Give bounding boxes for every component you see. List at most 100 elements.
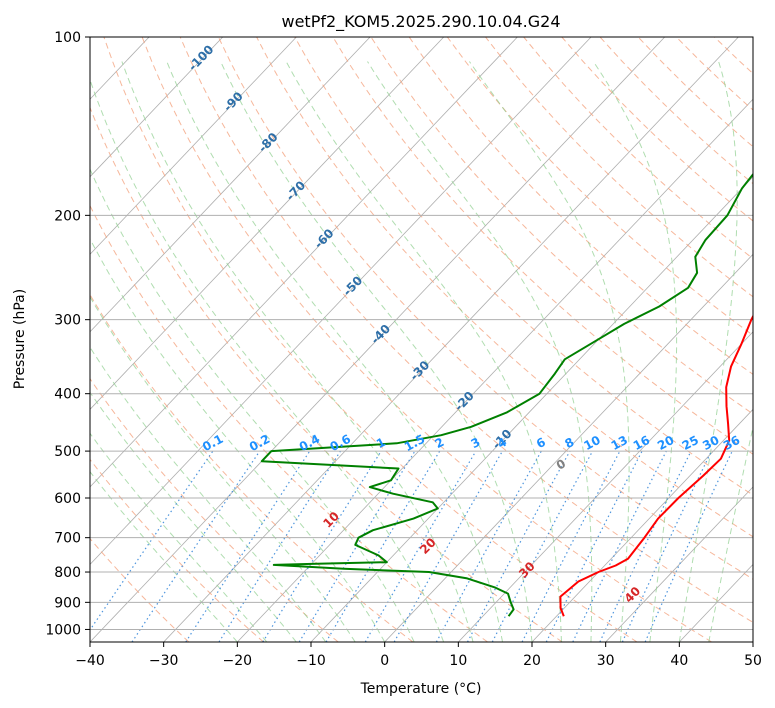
mixing-ratio-label: 30 <box>700 433 721 453</box>
plot-frame <box>89 36 754 643</box>
y-tick-label: 800 <box>54 565 81 581</box>
x-tick-label: −10 <box>296 653 326 669</box>
x-tick-label: 0 <box>380 653 389 669</box>
dry-adiabat <box>90 106 563 642</box>
dry-adiabat <box>370 37 753 415</box>
isotherm-line <box>752 641 753 642</box>
dry-adiabat <box>446 37 753 336</box>
mixing-ratio-line <box>218 450 342 642</box>
x-tick-label: 20 <box>523 653 541 669</box>
isotherm-label: -20 <box>452 389 477 414</box>
mixing-ratio-label: 36 <box>721 433 742 453</box>
isotherm-line <box>384 253 753 642</box>
isotherm-line <box>90 37 518 488</box>
x-axis-ticks: −40 −30 −20 −10 0 10 20 30 40 50 <box>75 642 762 669</box>
dry-adiabat <box>90 458 264 642</box>
isotherm-line <box>237 98 753 642</box>
isotherm-label: -60 <box>311 226 336 251</box>
moist-adiabat <box>90 391 297 642</box>
isotherm-line <box>90 37 371 333</box>
moist-adiabat <box>708 424 753 642</box>
mixing-ratio-line <box>90 450 214 631</box>
mixing-ratio-line <box>131 450 261 642</box>
moist-adiabat <box>468 61 630 642</box>
chart-title: wetPf2_KOM5.2025.290.10.04.G24 <box>281 12 560 32</box>
x-tick-label: 30 <box>597 653 615 669</box>
mixing-ratio-label: 25 <box>680 433 701 453</box>
mixing-ratio-line <box>325 450 441 642</box>
mixing-ratio-label: 1 <box>374 435 388 451</box>
moist-adiabat <box>90 470 238 642</box>
background-lines <box>0 37 753 642</box>
isotherm-line <box>605 486 753 642</box>
moist-adiabat <box>90 295 356 642</box>
y-tick-label: 500 <box>54 444 81 460</box>
moist-adiabat <box>90 167 415 642</box>
moist-adiabat <box>592 61 678 642</box>
isotherm-line <box>90 37 666 642</box>
isotherm-line <box>458 331 753 642</box>
y-tick-label: 600 <box>54 491 81 507</box>
x-axis-label: Temperature (°C) <box>360 681 482 697</box>
isotherm-label: -30 <box>407 358 432 383</box>
mixing-ratio-label: 20 <box>655 433 676 453</box>
isotherm-label: -90 <box>221 89 246 114</box>
dry-adiabat <box>90 537 190 642</box>
moist-adiabat <box>90 78 445 642</box>
dry-adiabat <box>217 37 753 580</box>
moist-adiabat <box>285 61 562 642</box>
mixing-ratio-line <box>644 450 733 642</box>
dry-adiabat-label: 10 <box>320 509 342 531</box>
dry-adiabat <box>523 37 753 260</box>
isotherm-line <box>163 37 739 642</box>
x-tick-label: −40 <box>75 653 105 669</box>
dry-adiabat <box>141 37 712 642</box>
moist-adiabat <box>90 237 386 642</box>
moist-adiabat <box>367 61 593 642</box>
isotherm-label: -80 <box>256 130 281 155</box>
mixing-ratio-line <box>466 450 571 642</box>
profile-series <box>260 172 753 617</box>
moist-adiabat <box>90 346 327 642</box>
y-tick-label: 900 <box>54 595 81 611</box>
mixing-ratio-line <box>262 450 382 642</box>
mixing-ratio-label: 13 <box>609 433 630 453</box>
dry-adiabat <box>90 293 414 642</box>
dry-adiabat <box>90 204 488 642</box>
mixing-ratio-line <box>621 450 713 642</box>
dry-adiabat <box>294 37 753 496</box>
moist-adiabat <box>121 61 474 642</box>
isotherm-label: -100 <box>186 42 217 73</box>
dewpoint-line <box>260 172 753 617</box>
mixing-ratio-label: 16 <box>631 433 652 453</box>
isotherm-line <box>90 37 297 255</box>
isotherm-line <box>90 37 224 178</box>
dry-adiabat <box>485 37 753 298</box>
dry-adiabat <box>90 377 339 642</box>
y-tick-label: 1000 <box>45 622 81 638</box>
dry-adiabat <box>103 37 638 642</box>
x-tick-label: 10 <box>449 653 467 669</box>
dry-adiabat <box>637 37 753 148</box>
y-tick-label: 300 <box>54 313 81 329</box>
dry-adiabat <box>752 37 753 39</box>
x-tick-label: −20 <box>223 653 253 669</box>
dry-adiabat-label: 20 <box>417 535 439 557</box>
x-tick-label: 40 <box>670 653 688 669</box>
moist-adiabat <box>90 432 268 642</box>
y-axis-ticks: 100 200 300 400 500 600 700 800 900 1000 <box>45 30 90 638</box>
dry-adiabat <box>408 37 753 375</box>
line-labels: -100-90-80-70-60-50-40-30-20-100.1 0.2 0.4… <box>186 42 743 605</box>
mixing-ratio-label: 2 <box>432 435 446 451</box>
isotherm-label: -70 <box>283 178 308 203</box>
isotherm-line <box>90 37 592 566</box>
isotherm-line <box>0 37 2 642</box>
x-tick-label: −30 <box>149 653 179 669</box>
pressure-grid <box>90 37 753 630</box>
mixing-ratio-line <box>364 450 477 642</box>
mixing-ratio-line <box>435 450 542 642</box>
mixing-ratio-line <box>185 450 311 642</box>
moist-adiabat <box>220 61 533 642</box>
temperature-line <box>559 314 753 617</box>
